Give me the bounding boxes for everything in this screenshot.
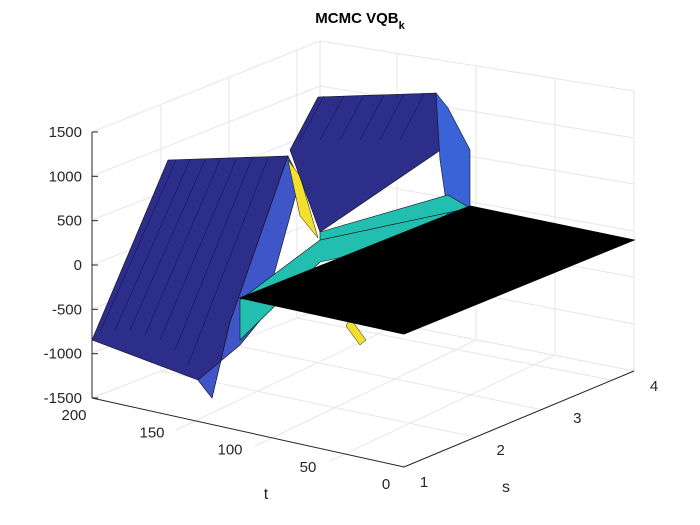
- t-tick-label: 150: [139, 424, 164, 441]
- z-tick-label: 0: [74, 257, 82, 274]
- chart-title-main: MCMC VQB: [315, 10, 398, 27]
- s-tick-label: 2: [496, 442, 504, 459]
- t-tick-label: 0: [382, 476, 390, 493]
- t-tick-label: 100: [217, 442, 242, 459]
- y-axis-label: t: [264, 486, 269, 503]
- z-tick-label: -500: [52, 301, 82, 318]
- s-tick-label: 1: [420, 474, 428, 491]
- z-tick-label: -1000: [44, 346, 82, 363]
- s-axis-line: [403, 370, 635, 468]
- t-tick-labels: 0 50 100 150 200: [61, 407, 390, 493]
- t-tick-label: 200: [61, 407, 86, 424]
- surface-mesh-lines: [99, 93, 425, 366]
- s-tick-labels: 1 2 3 4: [420, 378, 658, 491]
- z-tick-labels: -1500 -1000 -500 0 500 1000 1500: [44, 124, 98, 407]
- surface-yellow-patch-2: [345, 317, 367, 346]
- z-tick-label: 500: [57, 213, 82, 230]
- z-tick-label: -1500: [44, 390, 82, 407]
- surface: [91, 92, 636, 399]
- z-tick-label: 1500: [49, 124, 82, 141]
- surface-yellow-patch: [287, 159, 319, 239]
- x-axis-label: s: [502, 479, 510, 496]
- t-tick-label: 50: [300, 459, 317, 476]
- surface-black-plane: [238, 205, 636, 335]
- z-tick-label: 1000: [49, 168, 82, 185]
- t-axis-line: [91, 397, 405, 468]
- s-tick-label: 4: [650, 378, 658, 395]
- chart-title-subscript: k: [399, 20, 406, 32]
- chart-title: MCMC VQBk: [315, 10, 405, 32]
- s-tick-label: 3: [573, 410, 581, 427]
